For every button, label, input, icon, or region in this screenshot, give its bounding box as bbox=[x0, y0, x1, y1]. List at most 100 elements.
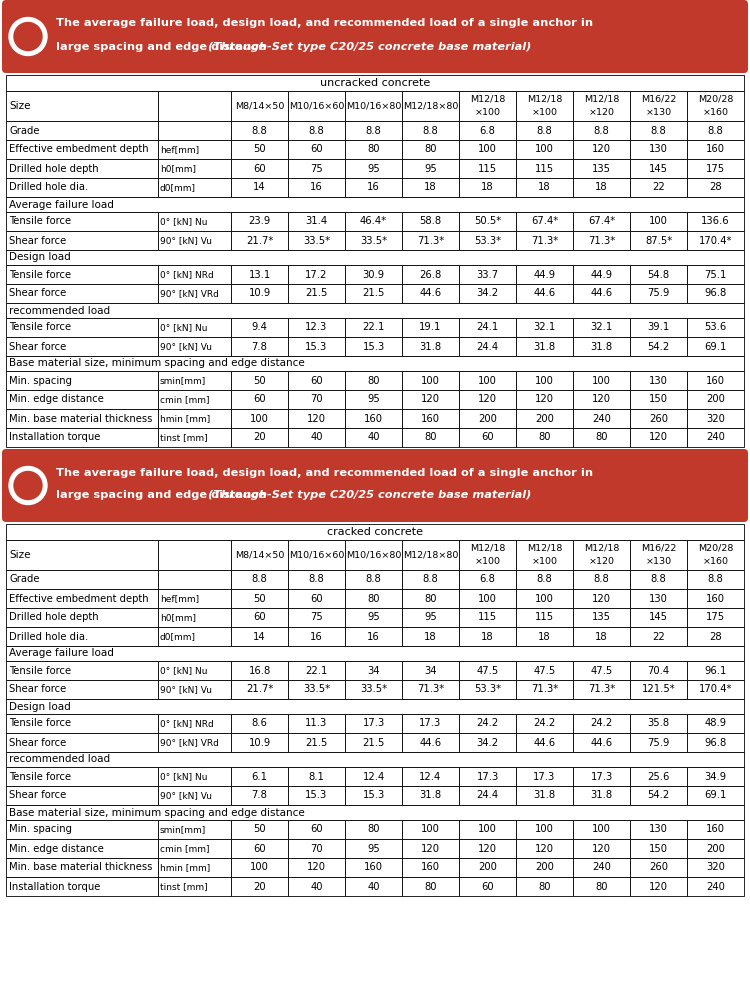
Text: 90° [kN] Vu: 90° [kN] Vu bbox=[160, 685, 212, 694]
Text: 320: 320 bbox=[706, 863, 725, 873]
Text: 71.3*: 71.3* bbox=[417, 235, 444, 245]
Bar bbox=[288, 231, 345, 250]
Text: 60: 60 bbox=[254, 395, 266, 404]
Text: 71.3*: 71.3* bbox=[531, 685, 558, 695]
Text: The average failure load, design load, and recommended load of a single anchor i: The average failure load, design load, a… bbox=[56, 467, 593, 477]
Bar bbox=[6, 839, 158, 858]
Bar bbox=[402, 428, 459, 447]
Text: 115: 115 bbox=[478, 612, 497, 623]
Bar bbox=[573, 140, 630, 159]
Text: 100: 100 bbox=[535, 593, 554, 603]
Text: 25.6: 25.6 bbox=[647, 771, 670, 781]
Text: Average failure load: Average failure load bbox=[9, 200, 114, 210]
Bar bbox=[288, 733, 345, 752]
Text: 40: 40 bbox=[310, 433, 322, 443]
Bar bbox=[459, 231, 516, 250]
Bar bbox=[288, 877, 345, 896]
Bar bbox=[231, 231, 288, 250]
Bar bbox=[573, 627, 630, 646]
Text: Base material size, minimum spacing and edge distance: Base material size, minimum spacing and … bbox=[9, 358, 304, 368]
Bar bbox=[687, 231, 744, 250]
Text: 136.6: 136.6 bbox=[701, 216, 730, 226]
Bar bbox=[573, 661, 630, 680]
Bar bbox=[402, 820, 459, 839]
Text: hmin [mm]: hmin [mm] bbox=[160, 863, 210, 872]
Bar bbox=[687, 337, 744, 356]
Bar bbox=[687, 858, 744, 877]
Text: ×130: ×130 bbox=[646, 108, 671, 117]
Text: 75: 75 bbox=[310, 612, 322, 623]
Text: Size: Size bbox=[9, 550, 31, 560]
Bar bbox=[459, 786, 516, 805]
Text: 120: 120 bbox=[307, 863, 326, 873]
Text: M12/18: M12/18 bbox=[470, 94, 506, 104]
Bar bbox=[6, 197, 744, 212]
Bar bbox=[516, 858, 573, 877]
Text: 50: 50 bbox=[254, 145, 266, 154]
Text: 100: 100 bbox=[478, 825, 497, 834]
Text: 75: 75 bbox=[310, 163, 322, 173]
Bar bbox=[573, 680, 630, 699]
Text: 18: 18 bbox=[482, 632, 494, 642]
Bar bbox=[6, 178, 158, 197]
Text: 17.3: 17.3 bbox=[362, 718, 385, 728]
Text: 175: 175 bbox=[706, 612, 725, 623]
Bar bbox=[158, 820, 231, 839]
Bar bbox=[516, 661, 573, 680]
Text: Grade: Grade bbox=[9, 575, 40, 584]
Text: tinst [mm]: tinst [mm] bbox=[160, 433, 208, 442]
Text: 100: 100 bbox=[592, 825, 611, 834]
Text: 100: 100 bbox=[478, 376, 497, 386]
Text: 320: 320 bbox=[706, 413, 725, 423]
Bar bbox=[516, 733, 573, 752]
Bar bbox=[402, 318, 459, 337]
Text: 8.8: 8.8 bbox=[594, 126, 609, 136]
Text: 22.1: 22.1 bbox=[305, 665, 328, 675]
Text: 28: 28 bbox=[710, 182, 722, 193]
Bar bbox=[630, 371, 687, 390]
Text: smin[mm]: smin[mm] bbox=[160, 376, 206, 385]
Text: 95: 95 bbox=[368, 843, 380, 853]
Text: 8.8: 8.8 bbox=[650, 575, 666, 584]
Text: 15.3: 15.3 bbox=[305, 790, 328, 801]
Text: 10.9: 10.9 bbox=[248, 737, 271, 748]
Text: Installation torque: Installation torque bbox=[9, 433, 101, 443]
Bar bbox=[630, 733, 687, 752]
Bar bbox=[345, 627, 402, 646]
Bar bbox=[288, 608, 345, 627]
Bar bbox=[345, 786, 402, 805]
Bar bbox=[158, 608, 231, 627]
Text: 200: 200 bbox=[535, 863, 554, 873]
Text: 130: 130 bbox=[649, 145, 668, 154]
Text: 80: 80 bbox=[368, 376, 380, 386]
Bar bbox=[687, 820, 744, 839]
Text: M12/18: M12/18 bbox=[584, 94, 620, 104]
Bar bbox=[288, 540, 345, 570]
Text: 21.5: 21.5 bbox=[362, 737, 385, 748]
Text: 70.4: 70.4 bbox=[647, 665, 670, 675]
Text: 47.5: 47.5 bbox=[533, 665, 556, 675]
Bar bbox=[402, 390, 459, 409]
Text: Min. edge distance: Min. edge distance bbox=[9, 395, 104, 404]
Text: 8.1: 8.1 bbox=[308, 771, 325, 781]
Bar bbox=[288, 428, 345, 447]
Text: 54.2: 54.2 bbox=[647, 790, 670, 801]
Bar bbox=[630, 428, 687, 447]
Bar bbox=[459, 714, 516, 733]
Bar bbox=[345, 714, 402, 733]
Circle shape bbox=[14, 471, 42, 500]
Text: (Through-Set type C20/25 concrete base material): (Through-Set type C20/25 concrete base m… bbox=[208, 41, 531, 51]
Text: 95: 95 bbox=[424, 163, 436, 173]
Text: 21.5: 21.5 bbox=[305, 737, 328, 748]
Bar bbox=[573, 371, 630, 390]
Text: 80: 80 bbox=[538, 433, 550, 443]
Text: 90° [kN] Vu: 90° [kN] Vu bbox=[160, 342, 212, 351]
Text: 200: 200 bbox=[478, 863, 497, 873]
Bar bbox=[288, 570, 345, 589]
Bar bbox=[573, 820, 630, 839]
Bar bbox=[288, 627, 345, 646]
Bar bbox=[288, 91, 345, 121]
Text: 135: 135 bbox=[592, 612, 611, 623]
Text: ×120: ×120 bbox=[589, 557, 614, 566]
Bar bbox=[516, 337, 573, 356]
